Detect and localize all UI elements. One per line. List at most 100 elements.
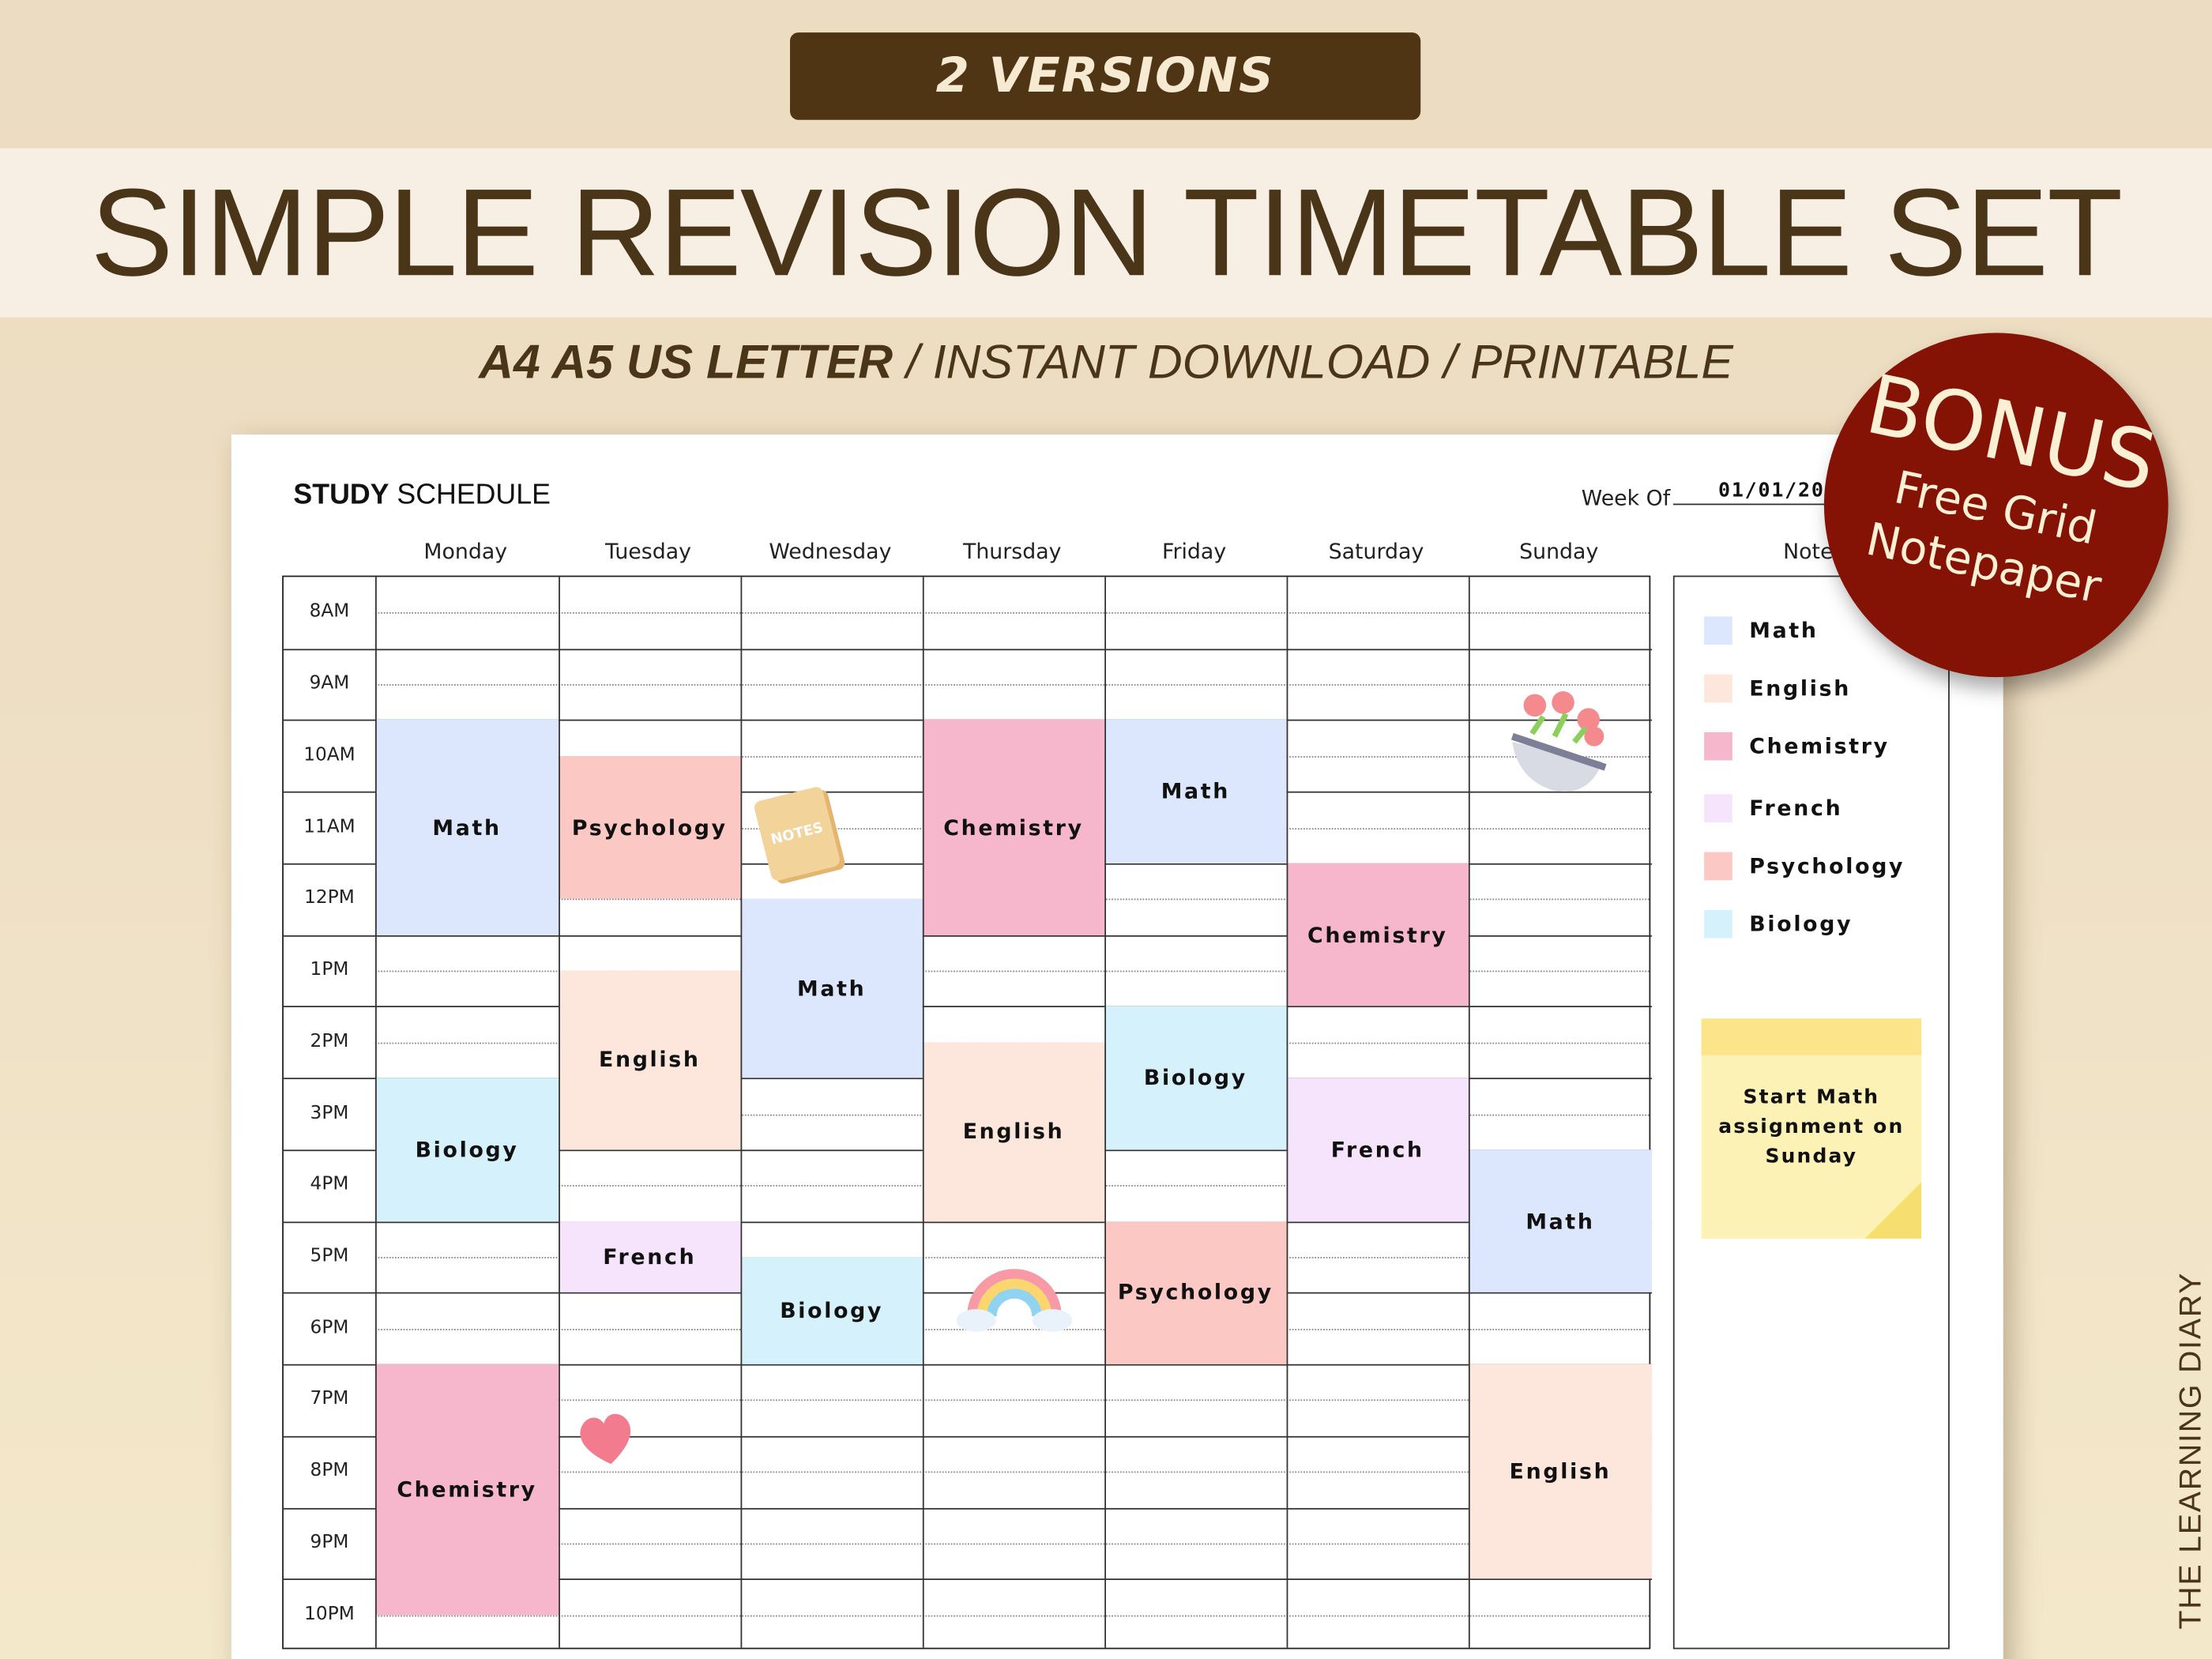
row-divider bbox=[283, 1006, 1653, 1008]
day-header-sunday: Sunday bbox=[1519, 539, 1599, 565]
page-title: SIMPLE REVISION TIMETABLE SET bbox=[90, 162, 2124, 303]
event-chemistry[interactable]: Chemistry bbox=[922, 720, 1105, 935]
column-divider bbox=[922, 577, 924, 1648]
schedule-title: STUDY SCHEDULE bbox=[293, 480, 551, 512]
time-label: 8PM bbox=[310, 1460, 349, 1482]
legend-item-chemistry: Chemistry bbox=[1704, 732, 1890, 761]
time-label: 6PM bbox=[310, 1317, 349, 1339]
event-chemistry[interactable]: Chemistry bbox=[374, 1364, 559, 1615]
legend-item-math: Math bbox=[1704, 616, 1818, 645]
brand-watermark: THE LEARNING DIARY bbox=[2172, 1271, 2208, 1630]
timetable-grid: 8AM 9AM 10AM 11AM 12PM 1PM 2PM 3PM 4PM 5PM 6PM 7PM 8… bbox=[282, 575, 1653, 1650]
half-hour-line bbox=[374, 1543, 1650, 1545]
week-of-label: Week Of bbox=[1581, 485, 1671, 511]
event-english[interactable]: English bbox=[1468, 1364, 1653, 1579]
legend-item-english: English bbox=[1704, 674, 1851, 703]
event-math[interactable]: Math bbox=[1104, 720, 1287, 863]
event-psychology[interactable]: Psychology bbox=[559, 755, 741, 899]
time-label: 10PM bbox=[304, 1603, 355, 1625]
sticky-note-tape bbox=[1701, 1018, 1922, 1055]
legend-label: Math bbox=[1749, 618, 1819, 644]
half-hour-line bbox=[374, 970, 1650, 972]
legend-swatch bbox=[1704, 732, 1732, 761]
schedule-title-bold: STUDY bbox=[293, 480, 389, 511]
week-of-underline bbox=[1672, 503, 1856, 506]
row-divider bbox=[283, 1364, 1653, 1366]
time-label: 11AM bbox=[303, 816, 356, 837]
title-band: SIMPLE REVISION TIMETABLE SET bbox=[0, 148, 2212, 318]
column-divider bbox=[559, 577, 560, 1648]
time-label: 10AM bbox=[303, 744, 356, 766]
half-hour-line bbox=[374, 1328, 1650, 1330]
day-header-tuesday: Tuesday bbox=[605, 539, 692, 565]
legend-label: Psychology bbox=[1749, 853, 1905, 879]
bonus-badge: BONUS Free Grid Notepaper bbox=[1823, 333, 2169, 678]
row-divider bbox=[283, 1435, 1653, 1438]
sticky-note: Start Math assignment on Sunday bbox=[1701, 1018, 1922, 1239]
event-english[interactable]: English bbox=[922, 1042, 1105, 1221]
legend-label: English bbox=[1749, 675, 1851, 702]
half-hour-line bbox=[374, 1471, 1650, 1473]
time-label: 12PM bbox=[304, 887, 355, 909]
day-header-monday: Monday bbox=[423, 539, 508, 565]
legend-swatch bbox=[1704, 616, 1732, 645]
time-label: 9PM bbox=[310, 1532, 349, 1553]
legend-label: Chemistry bbox=[1749, 733, 1890, 759]
time-label: 4PM bbox=[310, 1174, 349, 1195]
time-label: 3PM bbox=[310, 1102, 349, 1124]
day-header-wednesday: Wednesday bbox=[769, 539, 892, 565]
event-math[interactable]: Math bbox=[740, 899, 923, 1078]
half-hour-line bbox=[374, 684, 1650, 687]
time-label: 9AM bbox=[309, 672, 350, 694]
row-divider bbox=[283, 935, 1653, 937]
subtitle-formats: A4 A5 US LETTER bbox=[479, 335, 893, 389]
column-divider bbox=[374, 577, 377, 1648]
event-english[interactable]: English bbox=[559, 970, 741, 1150]
week-of-value[interactable]: 01/01/202 bbox=[1717, 480, 1838, 502]
legend-item-biology: Biology bbox=[1704, 909, 1853, 939]
day-header-saturday: Saturday bbox=[1328, 539, 1424, 565]
half-hour-line bbox=[374, 1256, 1650, 1258]
event-math[interactable]: Math bbox=[374, 720, 559, 935]
event-french[interactable]: French bbox=[559, 1221, 741, 1293]
flower-pot-icon bbox=[1510, 690, 1607, 792]
column-divider bbox=[1286, 577, 1288, 1648]
subtitle: A4 A5 US LETTER / INSTANT DOWNLOAD / PRI… bbox=[0, 336, 2212, 391]
day-header-friday: Friday bbox=[1162, 539, 1227, 565]
legend-item-french: French bbox=[1704, 794, 1843, 823]
event-french[interactable]: French bbox=[1286, 1078, 1469, 1221]
row-divider bbox=[283, 1578, 1653, 1581]
rainbow-icon bbox=[956, 1269, 1073, 1332]
event-psychology[interactable]: Psychology bbox=[1104, 1221, 1287, 1364]
legend-swatch bbox=[1704, 674, 1732, 703]
event-math[interactable]: Math bbox=[1468, 1149, 1653, 1293]
legend-label: French bbox=[1749, 796, 1843, 822]
sticky-note-fold bbox=[1864, 1182, 1922, 1239]
versions-banner: 2 VERSIONS bbox=[789, 32, 1421, 120]
row-divider bbox=[283, 1221, 1653, 1223]
sticky-note-text: Start Math assignment on Sunday bbox=[1718, 1085, 1905, 1168]
legend-item-psychology: Psychology bbox=[1704, 852, 1905, 881]
time-label: 5PM bbox=[310, 1245, 349, 1267]
subtitle-rest: / INSTANT DOWNLOAD / PRINTABLE bbox=[893, 335, 1733, 389]
row-divider bbox=[283, 1292, 1653, 1295]
column-divider bbox=[1104, 577, 1106, 1648]
time-label: 1PM bbox=[310, 959, 349, 981]
event-biology[interactable]: Biology bbox=[1104, 1006, 1287, 1150]
half-hour-line bbox=[374, 1614, 1650, 1616]
column-divider bbox=[740, 577, 743, 1648]
half-hour-line bbox=[374, 1400, 1650, 1401]
event-biology[interactable]: Biology bbox=[374, 1078, 559, 1221]
notes-box bbox=[1672, 575, 1950, 1650]
legend-swatch bbox=[1704, 852, 1732, 881]
time-label: 7PM bbox=[310, 1388, 349, 1410]
row-divider bbox=[283, 1507, 1653, 1509]
heart-icon bbox=[580, 1413, 631, 1465]
time-label: 8AM bbox=[309, 601, 350, 623]
row-divider bbox=[283, 648, 1653, 650]
event-chemistry[interactable]: Chemistry bbox=[1286, 863, 1469, 1006]
legend-swatch bbox=[1704, 794, 1732, 823]
schedule-title-rest: SCHEDULE bbox=[389, 480, 551, 511]
event-biology[interactable]: Biology bbox=[740, 1256, 923, 1364]
